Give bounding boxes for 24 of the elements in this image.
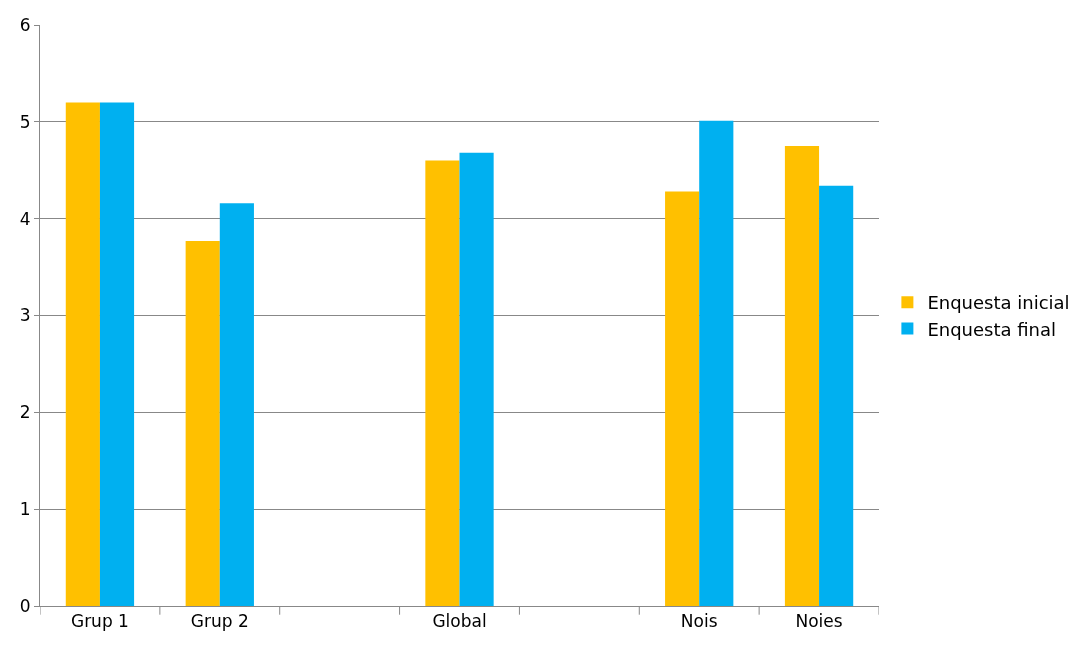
y-tick-label: 4 [19, 208, 31, 229]
bar [459, 152, 494, 606]
bar [784, 146, 820, 606]
bar [65, 102, 100, 606]
bar [699, 120, 734, 606]
bar [819, 185, 854, 606]
x-tick-label: Global [432, 611, 487, 632]
y-tick-label: 5 [19, 111, 31, 132]
bar [99, 102, 135, 606]
x-tick-label: Grup 1 [70, 611, 129, 632]
bar [185, 240, 220, 606]
y-tick-label: 6 [19, 14, 31, 35]
x-tick-label: Grup 2 [190, 611, 249, 632]
y-tick-label: 2 [19, 402, 31, 423]
legend-label: Enquesta final [927, 318, 1057, 340]
x-tick-label: Noies [795, 611, 843, 632]
bar [425, 160, 460, 606]
bar [665, 191, 700, 606]
legend-label: Enquesta inicial [927, 292, 1070, 314]
x-tick-label: Nois [680, 611, 718, 632]
bar [219, 203, 254, 606]
y-tick-label: 0 [19, 595, 31, 616]
y-tick-label: 1 [19, 499, 31, 520]
y-tick-label: 3 [19, 305, 31, 326]
